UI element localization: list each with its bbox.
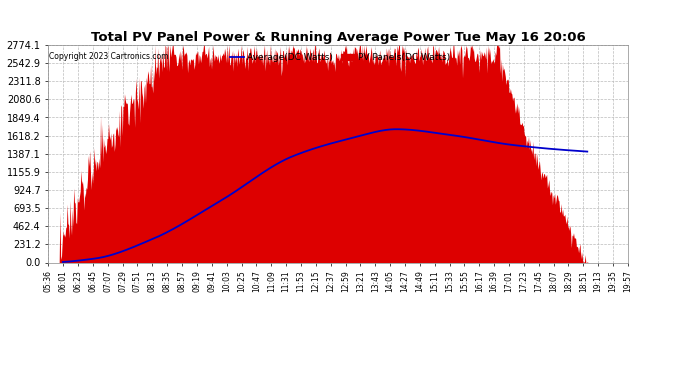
Title: Total PV Panel Power & Running Average Power Tue May 16 20:06: Total PV Panel Power & Running Average P… xyxy=(90,31,586,44)
Text: Copyright 2023 Cartronics.com: Copyright 2023 Cartronics.com xyxy=(50,51,169,60)
Legend: Average(DC Watts), PV Panels(DC Watts): Average(DC Watts), PV Panels(DC Watts) xyxy=(227,50,453,66)
